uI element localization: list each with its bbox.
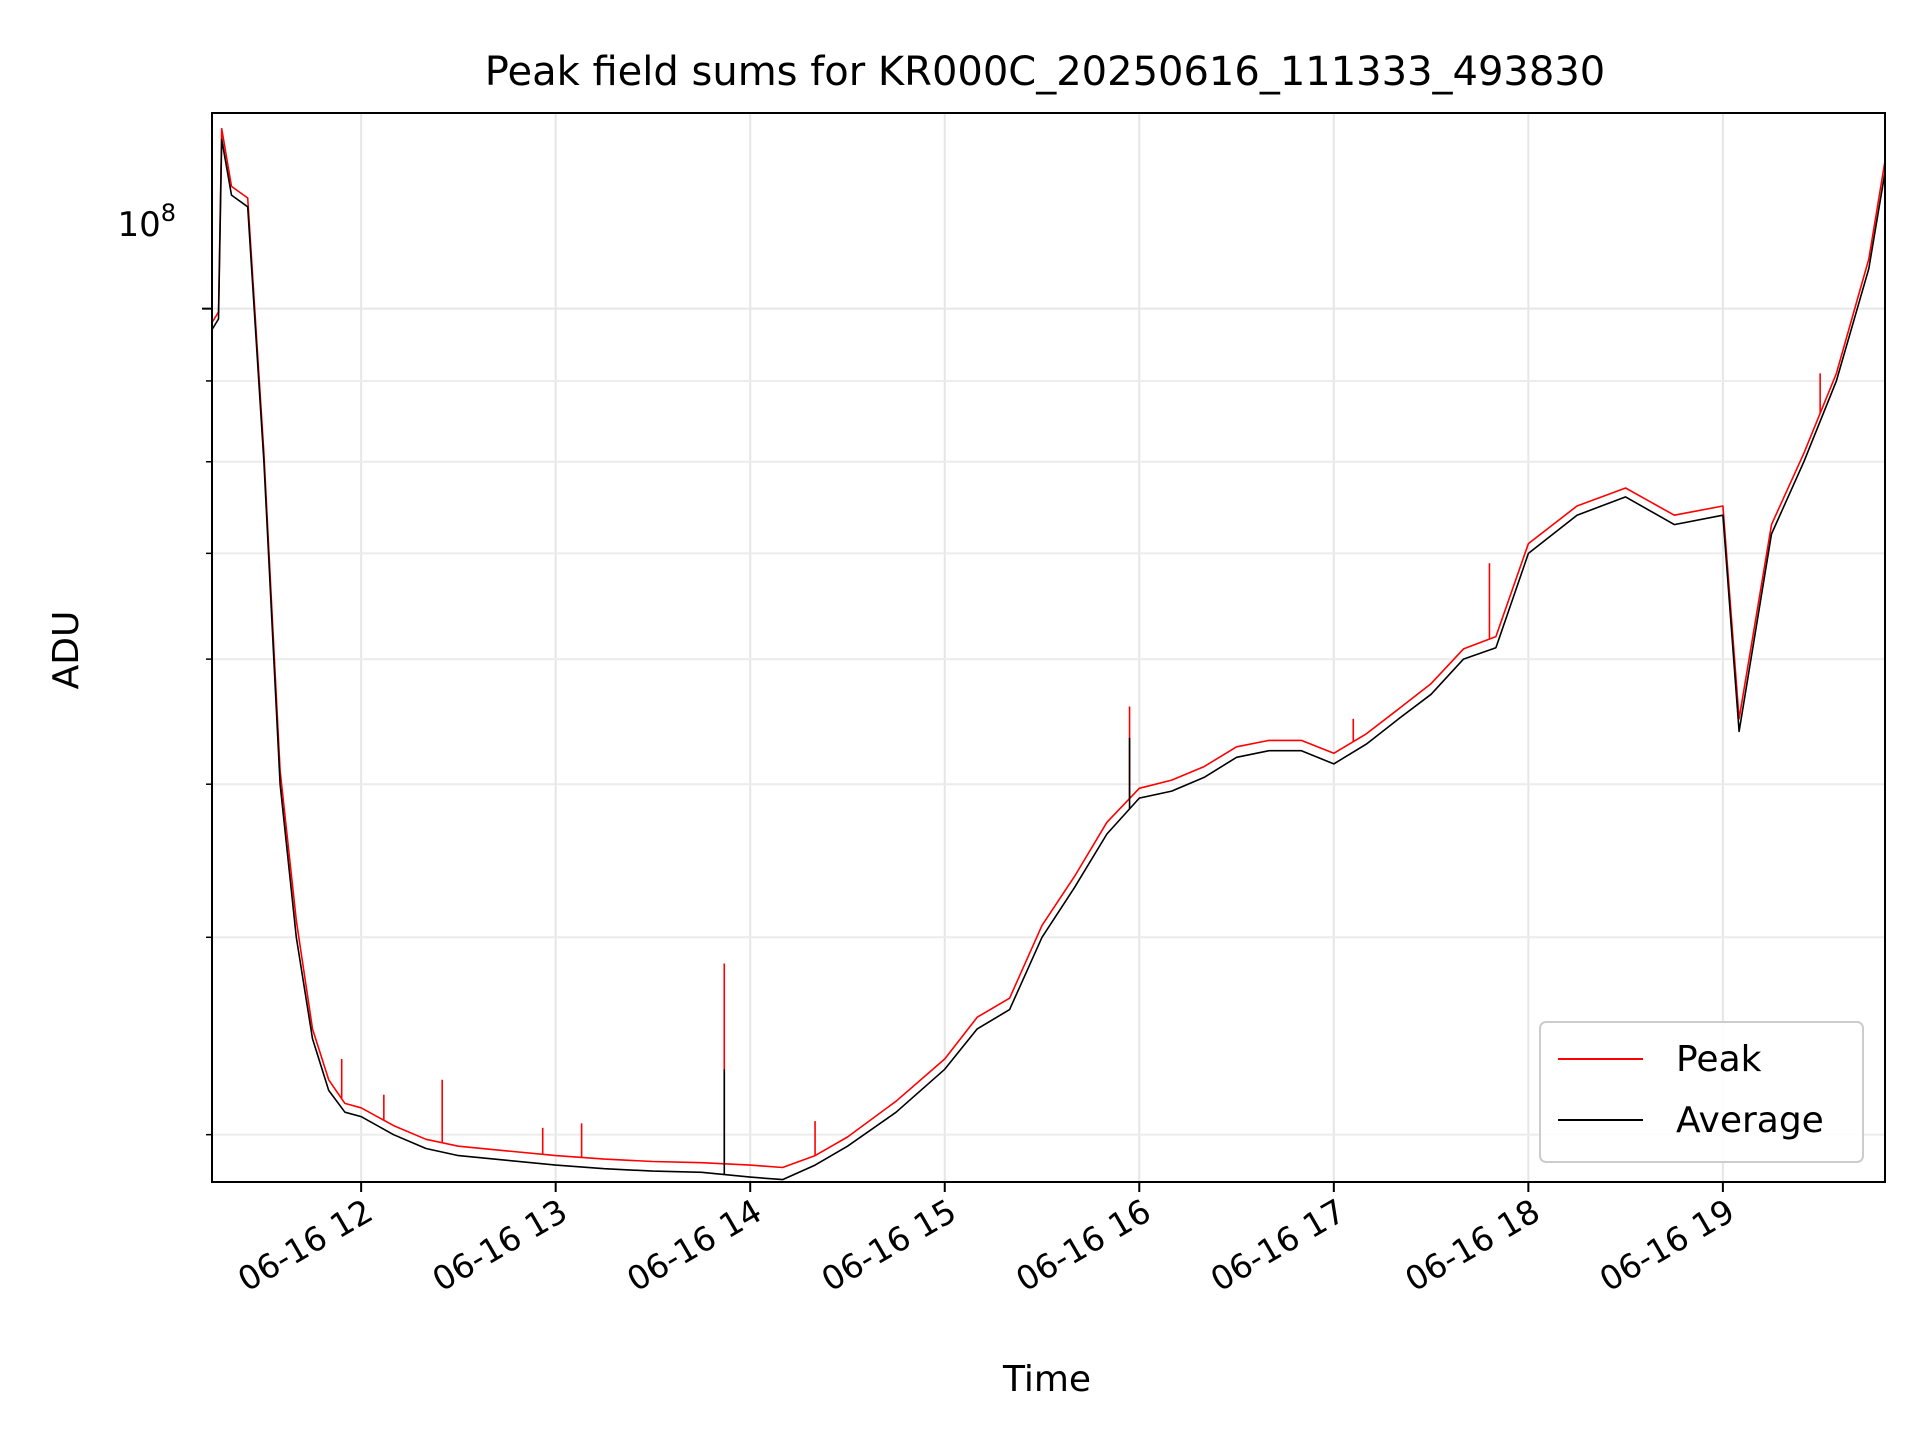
plot-frame bbox=[211, 112, 1886, 1183]
legend-box bbox=[1539, 1021, 1864, 1163]
chart-title: Peak field sums for KR000C_20250616_1113… bbox=[485, 49, 1605, 95]
y-axis: 108 bbox=[117, 199, 212, 1136]
series-layer bbox=[212, 127, 1885, 1181]
y-axis-label: ADU bbox=[46, 611, 87, 690]
series-line-peak bbox=[212, 127, 1885, 1169]
legend-label-average: Average bbox=[1676, 1100, 1824, 1141]
legend: Peak Average bbox=[1539, 1021, 1864, 1163]
legend-label-peak: Peak bbox=[1676, 1039, 1762, 1080]
series-line-average bbox=[212, 138, 1885, 1181]
y-tick-label-1e8: 108 bbox=[117, 199, 176, 245]
x-axis-label: Time bbox=[1002, 1359, 1091, 1400]
